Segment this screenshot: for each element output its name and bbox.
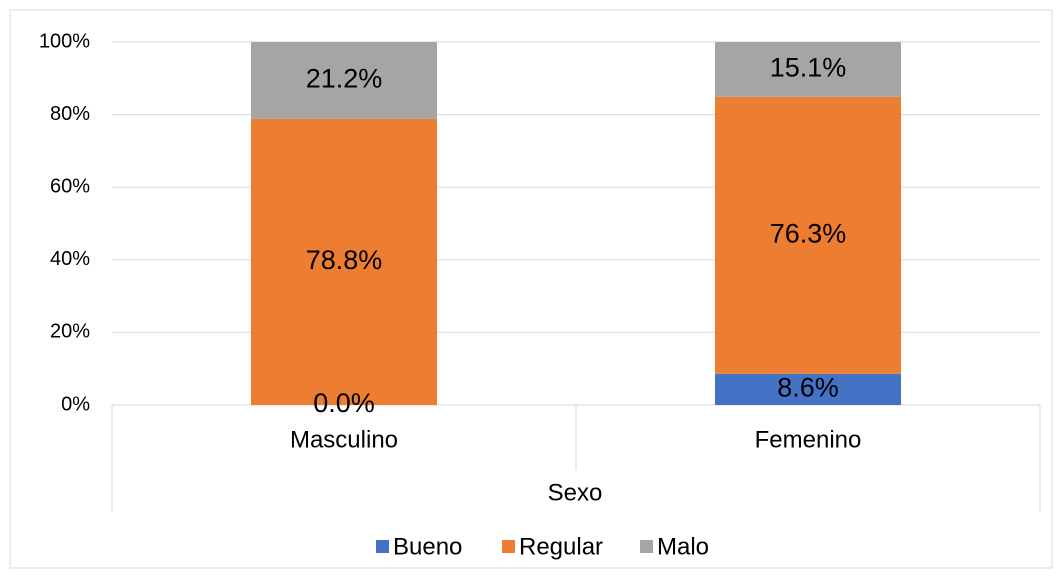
legend-swatch (640, 540, 653, 553)
y-tick-label: 60% (50, 175, 90, 197)
value-label: 15.1% (770, 53, 847, 83)
y-tick-label: 80% (50, 103, 90, 125)
x-tick-label: Masculino (290, 426, 398, 453)
y-tick-label: 20% (50, 321, 90, 343)
value-label: 76.3% (770, 218, 847, 248)
legend-label: Bueno (393, 533, 462, 560)
x-tick-label: Femenino (755, 426, 862, 453)
legend-label: Regular (519, 533, 603, 560)
bar-segment (715, 42, 901, 97)
bar-segment (251, 42, 437, 119)
value-label: 0.0% (313, 388, 375, 418)
bar-segment (715, 96, 901, 374)
y-tick-label: 0% (61, 393, 90, 415)
value-label: 21.2% (306, 64, 383, 94)
value-label: 8.6% (777, 373, 839, 403)
bar-segment (251, 118, 437, 406)
legend-swatch (502, 540, 515, 553)
bar-segment (715, 373, 901, 405)
x-axis-label: Sexo (548, 479, 603, 506)
legend-label: Malo (657, 533, 709, 560)
value-label: 78.8% (306, 245, 383, 275)
legend-swatch (376, 540, 389, 553)
y-tick-label: 40% (50, 248, 90, 270)
y-tick-label: 100% (39, 30, 90, 52)
